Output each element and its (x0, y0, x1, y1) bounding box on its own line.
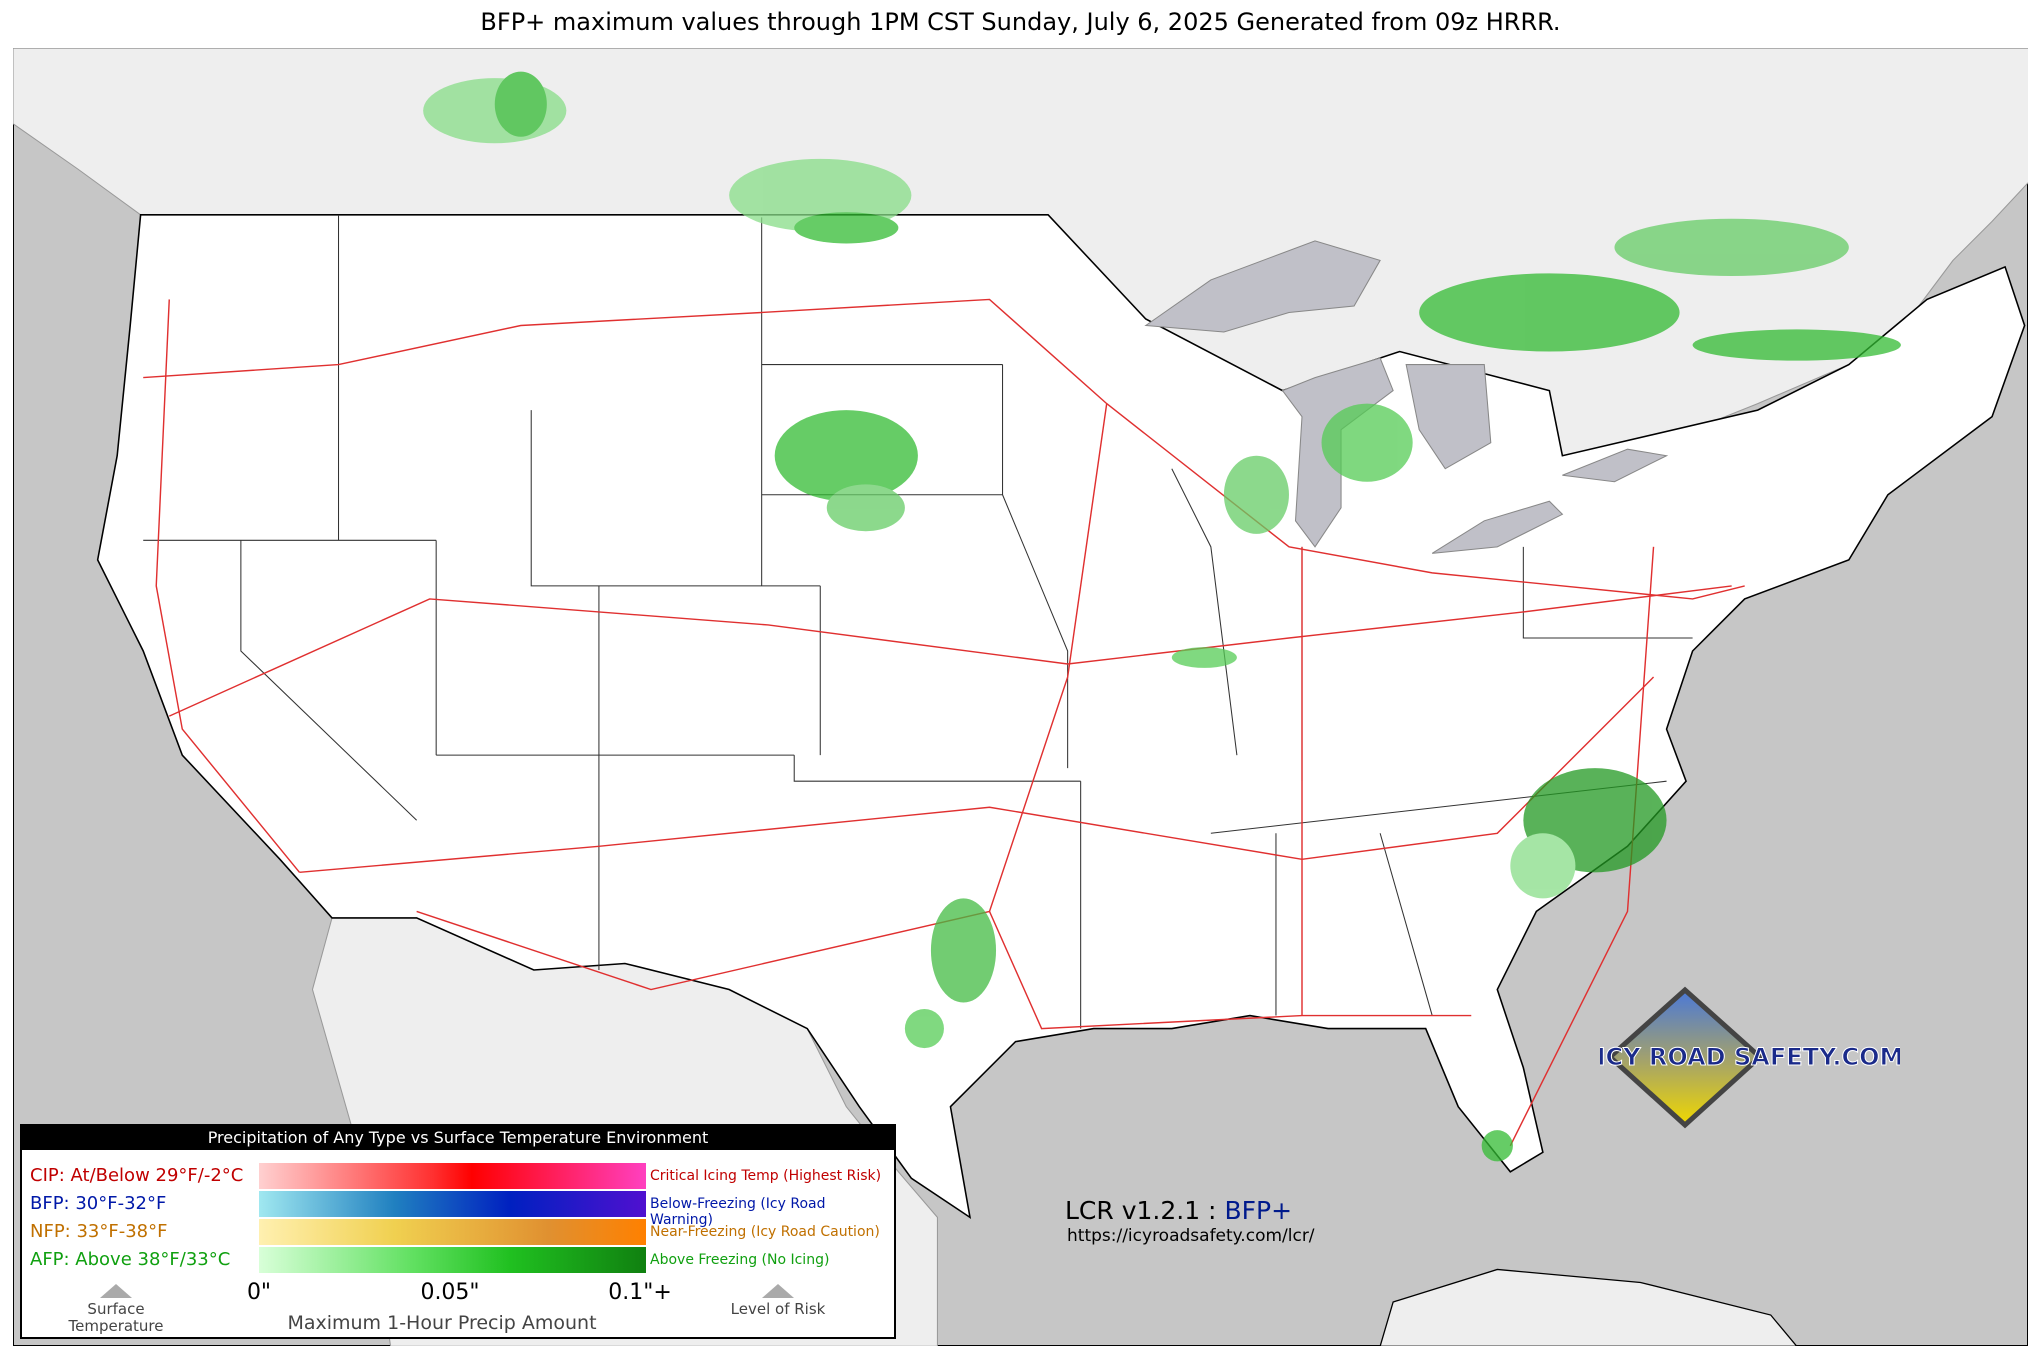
logo: ICY ROAD SAFETY.COM (1600, 986, 1900, 1129)
legend-gradient (259, 1219, 646, 1245)
precip-areas (423, 71, 1901, 1162)
scale-label: 0" (246, 1280, 272, 1305)
scale-axis-label: Maximum 1-Hour Precip Amount (287, 1312, 597, 1334)
usa (96, 214, 2026, 1220)
right-arrow-label: Level of Risk (730, 1300, 826, 1318)
legend: Precipitation of Any Type vs Surface Tem… (20, 1124, 896, 1339)
legend-row: NFP: 33°F-38°F Near-Freezing (Icy Road C… (30, 1219, 890, 1245)
version: LCR v1.2.1 : BFP+ (1065, 1196, 1292, 1225)
legend-gradient (259, 1191, 646, 1217)
legend-label: AFP: Above 38°F/33°C (30, 1249, 231, 1270)
great-lakes (1144, 240, 1669, 554)
legend-row: BFP: 30°F-32°F Below-Freezing (Icy Road … (30, 1191, 890, 1228)
legend-description: Below-Freezing (Icy Road Warning) (650, 1196, 826, 1228)
legend-label: BFP: 30°F-32°F (30, 1193, 167, 1214)
arrow (762, 1284, 794, 1298)
version-text: LCR v1.2.1 : (1065, 1196, 1217, 1225)
scale-label: 0.1"+ (608, 1280, 672, 1305)
legend-label: NFP: 33°F-38°F (30, 1221, 168, 1242)
legend-description: Above Freezing (No Icing) (650, 1252, 830, 1268)
legend-description: Critical Icing Temp (Highest Risk) (650, 1168, 882, 1184)
legend-label: CIP: At/Below 29°F/-2°C (30, 1165, 244, 1186)
left-arrow-label: Surface Temperature (68, 1300, 164, 1335)
url: https://icyroadsafety.com/lcr/ (1067, 1226, 1315, 1246)
arrow (100, 1284, 132, 1298)
legend-gradient (259, 1247, 646, 1273)
scale-label: 0.05" (420, 1280, 480, 1305)
legend-row: CIP: At/Below 29°F/-2°C Critical Icing T… (30, 1163, 890, 1189)
legend-title: Precipitation of Any Type vs Surface Tem… (22, 1126, 894, 1150)
legend-description: Near-Freezing (Icy Road Caution) (650, 1224, 880, 1240)
legend-gradient (259, 1163, 646, 1189)
map-title: BFP+ maximum values through 1PM CST Sund… (480, 8, 1561, 36)
cuba (1379, 1268, 1798, 1346)
highways (143, 298, 1745, 1147)
logo-diamond (1606, 986, 1764, 1129)
legend-row: AFP: Above 38°F/33°C Above Freezing (No … (30, 1247, 890, 1273)
product: BFP+ (1224, 1196, 1293, 1225)
logo-text: ICY ROAD SAFETY.COM (1600, 1043, 1900, 1071)
